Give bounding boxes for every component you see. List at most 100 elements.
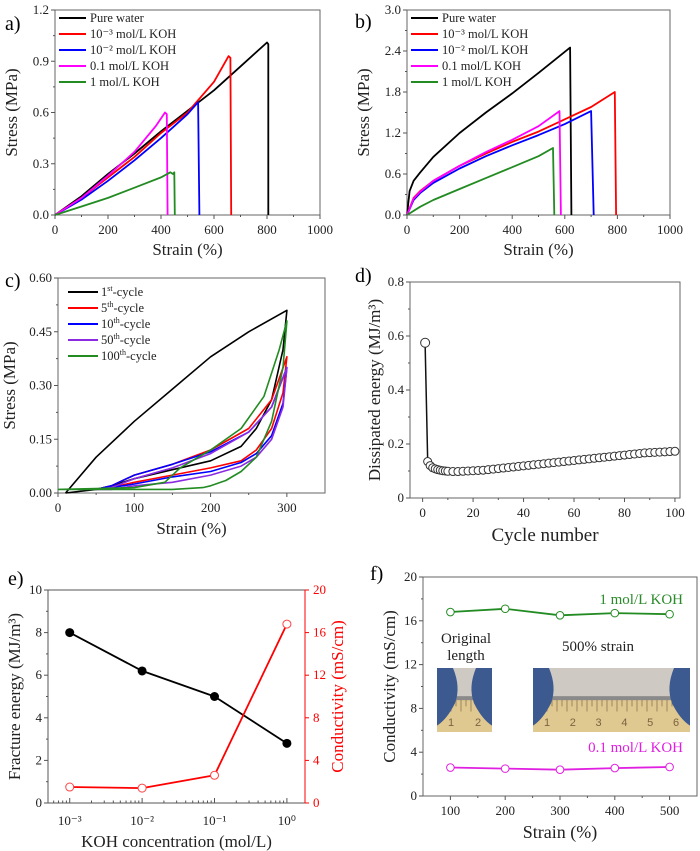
x-tick-label: 400: [151, 222, 171, 237]
y-tick-label: 0.4: [388, 382, 405, 397]
ruler-number: 3: [596, 717, 602, 729]
x-tick-label: 1000: [657, 222, 683, 237]
y-axis-title: Dissipated energy (MJ/m³): [365, 299, 384, 481]
fracture-energy-line: [69, 631, 288, 745]
data-point: [610, 608, 620, 618]
x-axis-title: Cycle number: [491, 525, 599, 546]
x-tick-label: 10⁻³: [58, 813, 82, 828]
legend-label: 0.1 mol/L KOH: [90, 59, 169, 73]
y-tick-label: 2: [36, 752, 43, 767]
legend-label: 10⁻³ mol/L KOH: [442, 27, 528, 41]
y-tick-label: 8: [36, 625, 43, 640]
y-right-tick-label: 0: [313, 795, 320, 810]
y-right-tick-label: 4: [313, 752, 320, 767]
legend: Pure water 10⁻³ mol/L KOH 10⁻² mol/L KOH 0.…: [411, 11, 528, 89]
y-tick-label: 12: [404, 657, 417, 672]
x-tick-label: 300: [550, 803, 570, 818]
y-tick-label: 0: [36, 795, 43, 810]
conductivity-point: [282, 619, 292, 629]
series-loop-4: [57, 320, 288, 491]
y-right-tick-label: 12: [313, 667, 326, 682]
x-axis-title: Strain (%): [523, 822, 597, 843]
legend-label: 10⁻³ mol/L KOH: [90, 27, 176, 41]
fracture-energy-point: [65, 628, 75, 638]
legend-label: Pure water: [90, 11, 145, 25]
y-right-tick-label: 20: [313, 582, 326, 597]
ruler-number: 1: [448, 717, 454, 729]
legend-label: 1 mol/L KOH: [442, 75, 512, 89]
ruler-number: 6: [673, 717, 679, 729]
y-tick-label: 1.2: [33, 2, 49, 17]
y-axis-title: Fracture energy (MJ/m³): [5, 613, 24, 780]
ruler-number: 4: [621, 717, 627, 729]
x-tick-label: 100: [665, 505, 685, 520]
legend-label: 50th-cycle: [101, 332, 151, 347]
x-tick-label: 10⁻¹: [203, 813, 227, 828]
data-point: [555, 765, 565, 775]
series-loop-0: [64, 309, 288, 494]
y-tick-label: 0.9: [33, 53, 49, 68]
x-tick-label: 80: [618, 505, 631, 520]
x-tick-label: 200: [201, 500, 221, 515]
y-axis-title: Stress (MPa): [0, 341, 19, 429]
x-axis-title: KOH concentration (mol/L): [81, 832, 272, 851]
data-point: [446, 763, 455, 772]
y-axis-title: Stress (MPa): [2, 68, 21, 156]
glove-right: [669, 668, 690, 726]
legend-label: 10⁻² mol/L KOH: [442, 43, 528, 57]
panel-label: e): [8, 568, 24, 590]
data-point: [420, 337, 431, 348]
panel-a: 0 200 400 600 800 1000 0.0 0.3 0.6 0.9 1.2 Pure wat…: [2, 2, 333, 259]
y-right-tick-label: 8: [313, 710, 320, 725]
y-tick-label: 0.6: [385, 166, 402, 181]
x-tick-label: 200: [450, 222, 470, 237]
conductivity-point: [137, 783, 147, 793]
x-tick-label: 0: [55, 500, 62, 515]
glove-right: [471, 668, 492, 726]
y-tick-label: 0.0: [385, 207, 401, 222]
ruler: [533, 698, 690, 732]
legend-label: 100th-cycle: [101, 348, 157, 363]
y-tick-label: 0.30: [29, 378, 52, 393]
series-line-4: [406, 147, 556, 216]
y-tick-label: 3.0: [385, 2, 401, 17]
series-line-2: [54, 101, 201, 216]
panel-b: 0 200 400 600 800 1000 0.0 0.6 1.2 1.8 2.4 3.0 Pure …: [354, 2, 683, 259]
ruler-number: 2: [570, 717, 576, 729]
y-tick-label: 0.6: [388, 328, 405, 343]
data-point: [665, 762, 674, 772]
panel-label: b): [355, 11, 372, 33]
gel-strip: [437, 696, 492, 701]
x-tick-label: 60: [568, 505, 581, 520]
series-line-0: [406, 46, 573, 216]
x-tick-label: 500: [660, 803, 680, 818]
x-tick-label: 800: [608, 222, 628, 237]
y-tick-label: 8: [411, 700, 418, 715]
y-tick-label: 1.2: [385, 125, 401, 140]
data-point: [665, 609, 674, 619]
ruler-number: 5: [647, 717, 653, 729]
y-tick-label: 0.3: [33, 156, 49, 171]
y-tick-label: 0.2: [388, 436, 404, 451]
conductivity-point: [65, 782, 75, 792]
x-tick-label: 100: [441, 803, 461, 818]
series-line-2: [406, 110, 595, 216]
fracture-energy-point: [282, 738, 292, 748]
legend: 1st-cycle5th-cycle10th-cycle50th-cycle10…: [68, 284, 157, 363]
x-tick-label: 10⁻²: [130, 813, 154, 828]
glove-left: [437, 668, 458, 726]
data-point: [446, 607, 455, 617]
y-tick-label: 6: [36, 667, 43, 682]
panel-e: 10⁻³ 10⁻² 10⁻¹ 10⁰ 0 2 4 6 8 10 0 4 8 12 16 20 KOH conce…: [5, 568, 347, 851]
fracture-energy-point: [137, 666, 147, 676]
legend-label: 1st-cycle: [101, 284, 144, 299]
data-point: [555, 611, 565, 620]
x-tick-label: 20: [467, 505, 480, 520]
series-line-3: [54, 111, 169, 216]
series-label-01m: 0.1 mol/L KOH: [588, 740, 683, 756]
y-tick-label: 2.4: [385, 43, 402, 58]
glove-left: [533, 668, 554, 726]
x-tick-label: 400: [502, 222, 522, 237]
series-line-3: [406, 110, 562, 216]
x-tick-label: 0: [52, 222, 59, 237]
